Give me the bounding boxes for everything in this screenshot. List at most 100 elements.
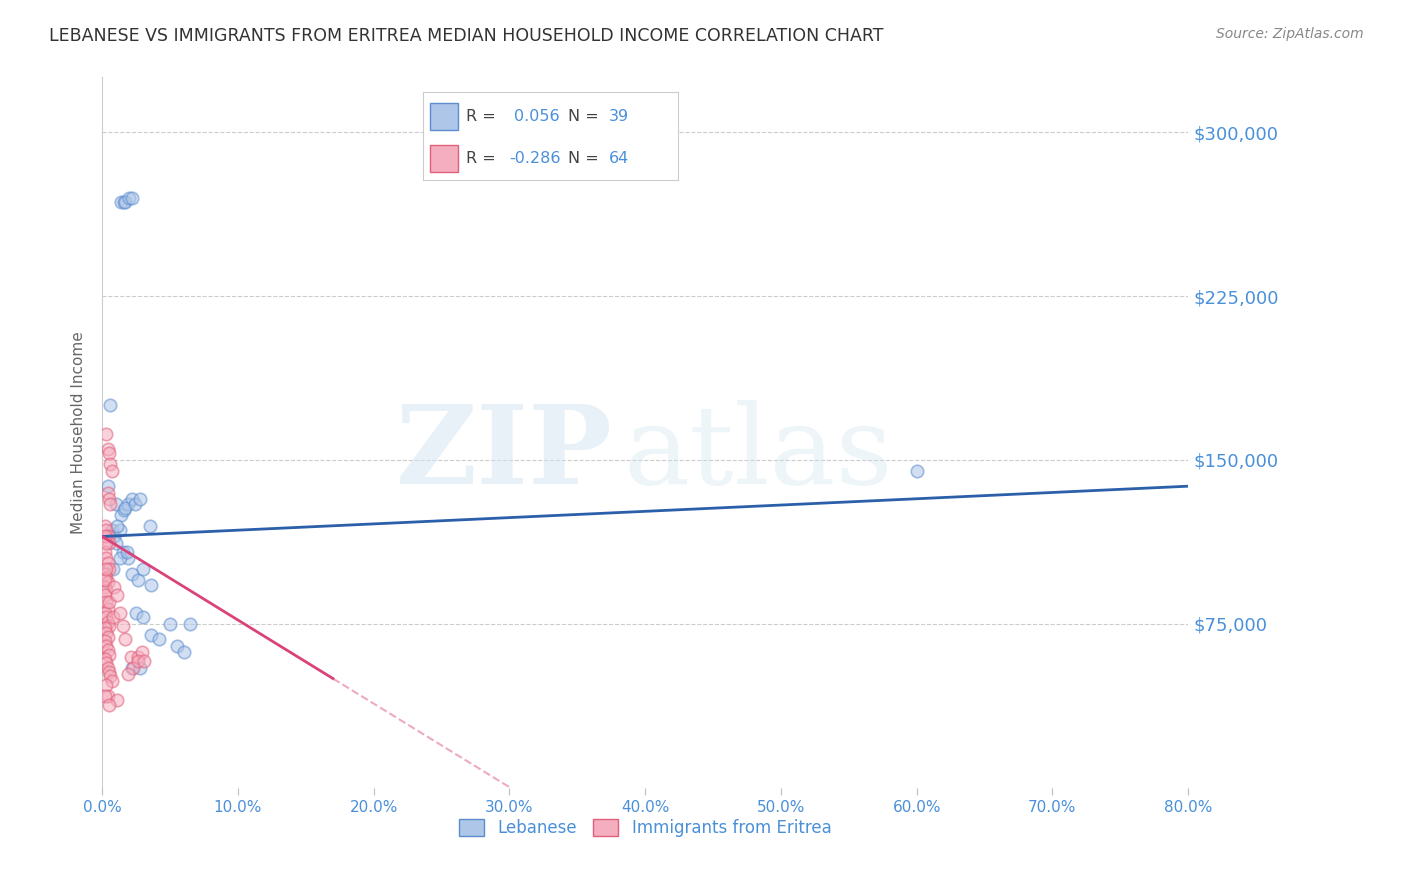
- Point: [96, 625, 118, 640]
- Point: [98, 458, 121, 472]
- Point: [108, 551, 131, 566]
- Point: [97, 615, 120, 629]
- Point: [97, 442, 120, 456]
- Point: [179, 616, 201, 631]
- Point: [97, 556, 120, 570]
- Point: [108, 606, 131, 620]
- Point: [96, 595, 118, 609]
- Point: [905, 464, 928, 478]
- Point: [94, 573, 117, 587]
- Point: [132, 562, 155, 576]
- Point: [97, 643, 120, 657]
- Point: [114, 501, 136, 516]
- Point: [96, 562, 118, 576]
- Point: [117, 497, 139, 511]
- Point: [96, 584, 118, 599]
- Point: [173, 645, 195, 659]
- Point: [98, 648, 121, 662]
- Point: [108, 523, 131, 537]
- Point: [110, 508, 132, 522]
- Point: [127, 649, 149, 664]
- Point: [98, 698, 121, 712]
- Point: [139, 628, 162, 642]
- Point: [127, 573, 149, 587]
- Point: [98, 619, 121, 633]
- Point: [94, 606, 117, 620]
- Point: [96, 639, 118, 653]
- Point: [98, 536, 121, 550]
- Point: [94, 689, 117, 703]
- Point: [132, 610, 155, 624]
- Point: [138, 518, 160, 533]
- Point: [96, 657, 118, 671]
- Point: [124, 497, 146, 511]
- Point: [94, 566, 117, 581]
- Point: [97, 575, 120, 590]
- Point: [94, 621, 117, 635]
- Point: [118, 191, 141, 205]
- Point: [96, 426, 118, 441]
- Legend: Lebanese, Immigrants from Eritrea: Lebanese, Immigrants from Eritrea: [453, 812, 838, 844]
- Point: [105, 589, 128, 603]
- Point: [96, 610, 118, 624]
- Point: [148, 632, 170, 647]
- Y-axis label: Median Household Income: Median Household Income: [72, 331, 86, 534]
- Point: [94, 589, 117, 603]
- Point: [98, 398, 121, 412]
- Point: [97, 689, 120, 703]
- Point: [159, 616, 181, 631]
- Point: [100, 523, 122, 537]
- Point: [97, 630, 120, 644]
- Point: [94, 652, 117, 666]
- Point: [117, 667, 139, 681]
- Point: [122, 660, 145, 674]
- Point: [121, 492, 143, 507]
- Point: [104, 497, 127, 511]
- Point: [112, 194, 135, 209]
- Point: [166, 639, 188, 653]
- Point: [114, 632, 136, 647]
- Point: [115, 545, 138, 559]
- Point: [97, 660, 120, 674]
- Point: [111, 545, 134, 559]
- Point: [121, 191, 143, 205]
- Point: [139, 577, 162, 591]
- Point: [114, 194, 136, 209]
- Point: [112, 503, 135, 517]
- Point: [97, 529, 120, 543]
- Point: [103, 580, 125, 594]
- Point: [104, 536, 127, 550]
- Point: [134, 654, 156, 668]
- Point: [96, 536, 118, 550]
- Point: [100, 464, 122, 478]
- Point: [129, 660, 152, 674]
- Point: [121, 566, 143, 581]
- Point: [111, 619, 134, 633]
- Point: [98, 446, 121, 460]
- Point: [94, 545, 117, 559]
- Text: atlas: atlas: [623, 401, 893, 508]
- Point: [125, 606, 148, 620]
- Point: [100, 673, 122, 688]
- Point: [110, 194, 132, 209]
- Point: [101, 562, 124, 576]
- Point: [94, 529, 117, 543]
- Point: [96, 571, 118, 585]
- Point: [96, 551, 118, 566]
- Point: [96, 523, 118, 537]
- Point: [129, 492, 152, 507]
- Point: [98, 669, 121, 683]
- Point: [94, 634, 117, 648]
- Point: [121, 660, 143, 674]
- Point: [131, 645, 153, 659]
- Point: [127, 654, 149, 668]
- Point: [105, 693, 128, 707]
- Point: [97, 601, 120, 615]
- Point: [97, 485, 120, 500]
- Point: [101, 610, 124, 624]
- Point: [117, 551, 139, 566]
- Point: [105, 518, 128, 533]
- Point: [96, 678, 118, 692]
- Text: Source: ZipAtlas.com: Source: ZipAtlas.com: [1216, 27, 1364, 41]
- Point: [120, 649, 142, 664]
